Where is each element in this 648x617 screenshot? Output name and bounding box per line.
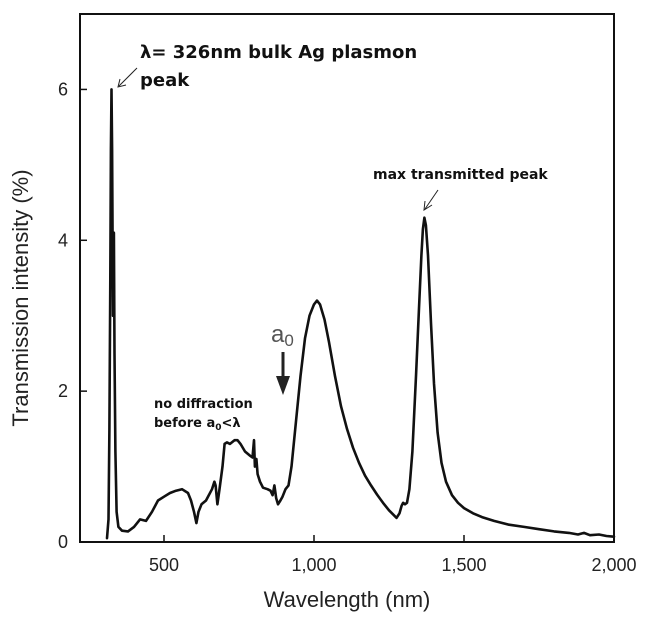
max-peak-arrow (423, 189, 439, 211)
a0-down-arrow (276, 352, 290, 395)
x-axis-title: Wavelength (nm) (264, 587, 431, 612)
y-tick-label: 2 (58, 381, 68, 401)
plasmon-annotation-line1: λ= 326nm bulk Ag plasmon (140, 42, 417, 63)
plot-frame (79, 13, 615, 543)
y-tick-label: 4 (58, 230, 68, 250)
x-tick-label: 1,500 (441, 555, 486, 575)
diffraction-annotation-line1: no diffraction (154, 397, 253, 412)
a0-label: a0 (271, 321, 294, 350)
plasmon-arrow (117, 67, 138, 88)
transmission-series-line (105, 88, 616, 540)
plasmon-annotation-line2: peak (140, 70, 190, 91)
max-peak-annotation: max transmitted peak (373, 167, 548, 183)
diffraction-annotation-line2: before a0<λ (154, 416, 241, 433)
x-tick-label: 500 (149, 555, 179, 575)
y-tick-label: 6 (58, 79, 68, 99)
y-tick-label: 0 (58, 532, 68, 552)
x-tick-label: 1,000 (291, 555, 336, 575)
y-axis-title: Transmission intensity (%) (8, 169, 33, 426)
ticks-group: 500 1,000 1,500 2,000 0 2 4 6 (58, 79, 637, 575)
x-tick-label: 2,000 (591, 555, 636, 575)
